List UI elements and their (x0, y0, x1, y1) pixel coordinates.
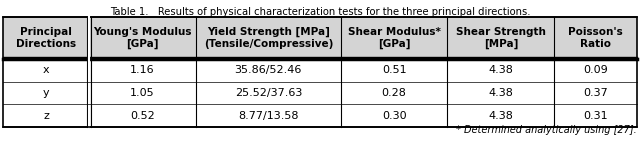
Text: Shear Modulus*
[GPa]: Shear Modulus* [GPa] (348, 27, 440, 49)
Text: 4.38: 4.38 (488, 65, 513, 75)
Text: 0.09: 0.09 (583, 65, 608, 75)
Text: Young's Modulus
[GPa]: Young's Modulus [GPa] (93, 27, 192, 49)
Text: 0.37: 0.37 (583, 88, 608, 98)
Text: Poisson's
Ratio: Poisson's Ratio (568, 27, 623, 49)
Text: y: y (43, 88, 49, 98)
Text: Shear Strength
[MPa]: Shear Strength [MPa] (456, 27, 546, 49)
Text: 1.05: 1.05 (130, 88, 155, 98)
Text: * Determined analytically using [27].: * Determined analytically using [27]. (456, 125, 637, 135)
Text: Table 1.   Results of physical characterization tests for the three principal di: Table 1. Results of physical characteriz… (109, 7, 531, 17)
Text: 4.38: 4.38 (488, 111, 513, 121)
Text: 0.28: 0.28 (381, 88, 406, 98)
Bar (3, 17, 637, 59)
Text: 1.16: 1.16 (130, 65, 155, 75)
Text: 35.86/52.46: 35.86/52.46 (235, 65, 302, 75)
Text: 0.51: 0.51 (382, 65, 406, 75)
Text: Principal
Directions: Principal Directions (16, 27, 76, 49)
Text: 25.52/37.63: 25.52/37.63 (235, 88, 302, 98)
Text: 0.52: 0.52 (130, 111, 155, 121)
Text: 0.31: 0.31 (583, 111, 608, 121)
Text: x: x (43, 65, 49, 75)
Text: Yield Strength [MPa]
(Tensile/Compressive): Yield Strength [MPa] (Tensile/Compressiv… (204, 27, 333, 49)
Text: z: z (43, 111, 49, 121)
Text: 8.77/13.58: 8.77/13.58 (238, 111, 299, 121)
Text: 0.30: 0.30 (382, 111, 406, 121)
Bar (3, 17, 637, 127)
Text: 4.38: 4.38 (488, 88, 513, 98)
